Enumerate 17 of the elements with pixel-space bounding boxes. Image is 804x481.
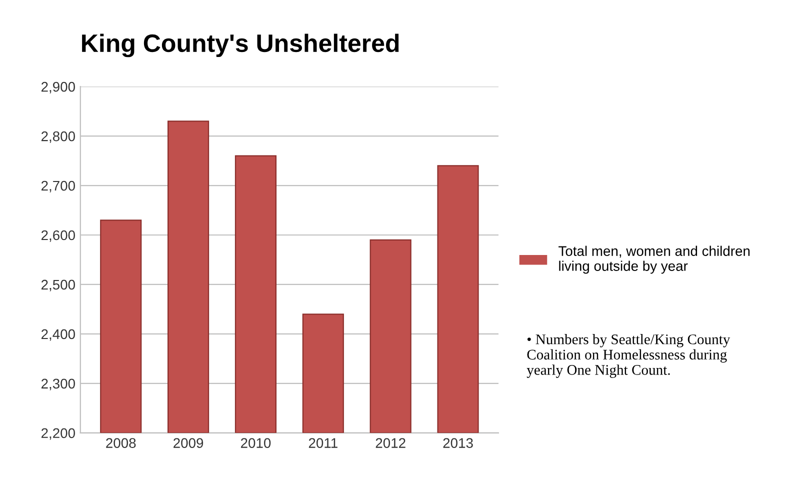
y-tick-label: 2,900 (41, 82, 75, 94)
y-tick-label: 2,400 (41, 329, 75, 341)
y-tick-label: 2,800 (41, 131, 75, 143)
y-tick-label: 2,200 (41, 428, 75, 440)
x-tick-label: 2009 (174, 438, 204, 448)
x-tick-label: 2013 (443, 438, 473, 448)
x-tick-label: 2008 (106, 438, 136, 448)
chart-title: King County's Unsheltered (82, 34, 399, 58)
y-tick-label: 2,300 (41, 378, 75, 390)
x-tick-label: 2010 (240, 438, 271, 448)
y-tick-label: 2,600 (41, 230, 75, 242)
text: • Numbers by Seattle/King County Coalition on Homelessness during yearly One Night Count. (526, 334, 730, 378)
x-tick-label: 2012 (376, 438, 406, 448)
legend-label: Total men, women and children living outside by year (558, 246, 750, 274)
x-tick-label: 2011 (308, 438, 338, 448)
y-tick-label: 2,700 (41, 180, 75, 192)
y-tick-label: 2,500 (41, 280, 75, 292)
